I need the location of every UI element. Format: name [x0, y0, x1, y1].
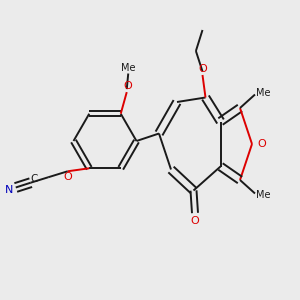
Text: Me: Me [256, 88, 271, 98]
Text: Me: Me [256, 190, 271, 200]
Text: O: O [190, 215, 200, 226]
Text: O: O [257, 139, 266, 149]
Text: O: O [64, 172, 73, 182]
Text: C: C [30, 174, 38, 184]
Text: Me: Me [121, 62, 136, 73]
Text: O: O [123, 81, 132, 91]
Text: O: O [199, 64, 208, 74]
Text: N: N [5, 185, 13, 196]
